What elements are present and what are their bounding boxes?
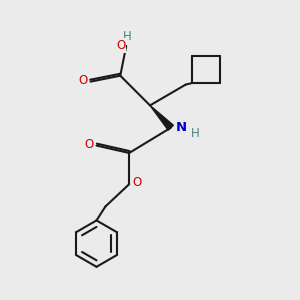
Text: O: O <box>132 176 141 189</box>
Text: H: H <box>191 127 200 140</box>
Text: N: N <box>176 121 187 134</box>
Polygon shape <box>150 105 173 130</box>
Text: O: O <box>79 74 88 87</box>
Text: O: O <box>84 138 94 151</box>
Text: O: O <box>116 39 125 52</box>
Text: H: H <box>123 30 132 43</box>
